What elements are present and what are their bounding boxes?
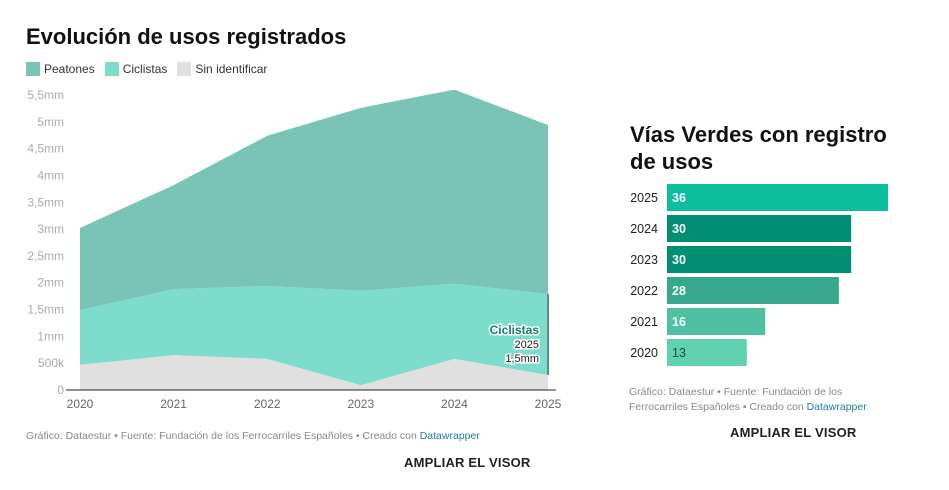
credit-text: Gráfico: Dataestur • Fuente: Fundación d… — [26, 430, 420, 442]
bar-chart-title: Vías Verdes con registro de usos — [630, 122, 887, 174]
y-tick-label: 500k — [38, 356, 65, 370]
bar-value-label: 30 — [672, 253, 686, 267]
bar-category-label: 2025 — [630, 191, 658, 205]
bar-category-label: 2021 — [630, 315, 658, 329]
legend-item: Ciclistas — [104, 62, 168, 76]
bar — [667, 184, 888, 211]
bar-value-label: 28 — [672, 284, 686, 298]
area-chart-title: Evolución de usos registrados — [26, 24, 347, 49]
bar-category-label: 2020 — [630, 346, 658, 360]
bar-value-label: 36 — [672, 191, 686, 205]
x-tick-label: 2020 — [67, 397, 94, 411]
annotation-value: 1,5mm — [505, 353, 539, 365]
x-tick-label: 2022 — [254, 397, 281, 411]
y-tick-label: 2mm — [37, 276, 64, 290]
legend-label: Peatones — [44, 62, 95, 76]
datawrapper-link[interactable]: Datawrapper — [806, 401, 867, 413]
x-tick-label: 2024 — [441, 397, 468, 411]
bar-chart: 2025 36 2024 30 2023 30 2022 28 2021 16 2020 13 — [630, 184, 888, 366]
y-tick-label: 3mm — [37, 222, 64, 236]
legend-label: Ciclistas — [122, 62, 168, 76]
bar — [667, 339, 747, 366]
bar-chart-credit: Gráfico: Dataestur • Fuente: Fundación d… — [629, 385, 899, 415]
y-tick-label: 2,5mm — [27, 249, 64, 263]
area-chart-credit: Gráfico: Dataestur • Fuente: Fundación d… — [26, 429, 480, 444]
y-tick-label: 0 — [57, 383, 64, 397]
y-tick-label: 1mm — [37, 329, 64, 343]
bar-value-label: 16 — [672, 315, 686, 329]
legend-swatch — [26, 62, 40, 76]
credit-text: Gráfico: Dataestur • Fuente: Fundación d… — [629, 386, 843, 413]
bar — [667, 246, 852, 273]
area-chart-legend: Peatones Ciclistas Sin identificar — [26, 62, 267, 76]
bar — [667, 215, 852, 242]
expand-viewer-button-left[interactable]: AMPLIAR EL VISOR — [404, 455, 531, 470]
bar-value-label: 30 — [672, 222, 686, 236]
legend-label: Sin identificar — [195, 62, 268, 76]
legend-swatch — [177, 62, 192, 76]
area-sin-identificar — [80, 355, 548, 390]
x-tick-label: 2025 — [535, 397, 562, 411]
area-chart: 0 500k 1mm 1,5mm 2mm 2,5mm 3mm 3,5mm 4mm 4,5mm 5mm… — [27, 88, 562, 411]
datawrapper-link[interactable]: Datawrapper — [419, 430, 480, 442]
y-tick-label: 1,5mm — [27, 303, 64, 317]
legend-item: Sin identificar — [177, 62, 267, 76]
y-tick-label: 4mm — [37, 168, 64, 182]
legend-item: Peatones — [26, 62, 95, 76]
area-peatones — [80, 89, 548, 311]
x-tick-label: 2021 — [160, 397, 187, 411]
bar-value-label: 13 — [672, 346, 686, 360]
expand-viewer-button-right[interactable]: AMPLIAR EL VISOR — [730, 425, 857, 440]
bar — [667, 277, 839, 304]
legend-swatch — [104, 62, 119, 76]
annotation-series: Ciclistas — [490, 323, 540, 337]
area-ciclistas — [80, 283, 548, 386]
bar — [667, 308, 766, 335]
bar-category-label: 2022 — [630, 284, 658, 298]
y-tick-label: 4,5mm — [27, 142, 64, 156]
y-tick-label: 3,5mm — [27, 195, 64, 209]
y-tick-label: 5mm — [37, 115, 64, 129]
y-tick-label: 5,5mm — [27, 88, 64, 102]
bar-category-label: 2023 — [630, 253, 658, 267]
x-tick-label: 2023 — [347, 397, 374, 411]
annotation-year: 2025 — [515, 339, 539, 351]
bar-category-label: 2024 — [630, 222, 658, 236]
